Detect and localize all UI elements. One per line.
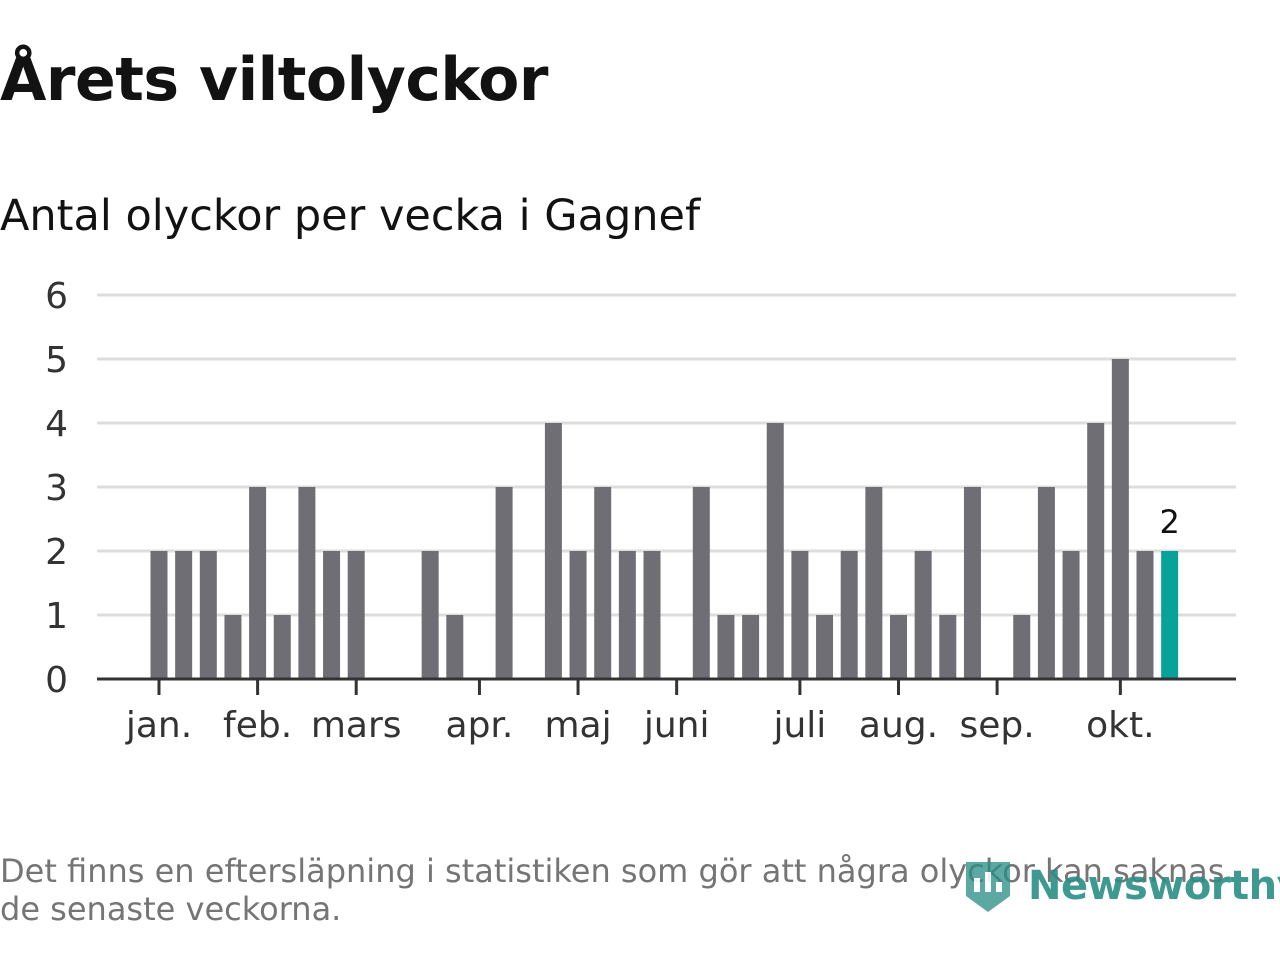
x-tick-label: okt. <box>1086 705 1154 746</box>
bar <box>963 487 981 679</box>
bar <box>1062 551 1080 679</box>
y-tick-label: 0 <box>45 660 68 701</box>
bar <box>224 615 242 679</box>
bar <box>495 487 513 679</box>
bar <box>791 551 809 679</box>
x-tick-label: feb. <box>223 705 292 746</box>
bar <box>249 487 267 679</box>
bar <box>1111 359 1129 679</box>
x-tick-label: jan. <box>125 705 192 746</box>
y-tick-label: 4 <box>45 404 68 445</box>
bar <box>939 615 957 679</box>
bar <box>347 551 365 679</box>
y-tick-label: 6 <box>45 276 68 317</box>
bar <box>298 487 316 679</box>
bar <box>643 551 661 679</box>
bar-highlight <box>1161 551 1179 679</box>
bar <box>840 551 858 679</box>
y-tick-label: 1 <box>45 596 68 637</box>
bar <box>421 551 439 679</box>
bar <box>150 551 168 679</box>
x-tick-label: sep. <box>959 705 1034 746</box>
bar <box>1136 551 1154 679</box>
bar <box>323 551 341 679</box>
page-title: Årets viltolyckor <box>0 45 549 115</box>
bar <box>766 423 784 679</box>
x-tick-label: juni <box>643 705 710 746</box>
bar <box>175 551 193 679</box>
x-tick-label: maj <box>544 705 611 746</box>
bar <box>1087 423 1105 679</box>
x-tick-label: apr. <box>446 705 514 746</box>
data-label: 2 <box>1159 503 1179 541</box>
bar <box>569 551 587 679</box>
bar <box>865 487 883 679</box>
bar <box>618 551 636 679</box>
x-tick-label: juli <box>772 705 826 746</box>
bar <box>816 615 834 679</box>
y-tick-label: 5 <box>45 340 68 381</box>
bar <box>594 487 612 679</box>
chart-subtitle: Antal olyckor per vecka i Gagnef <box>0 191 701 241</box>
bar <box>273 615 291 679</box>
bar <box>1013 615 1031 679</box>
x-tick-label: aug. <box>859 705 938 746</box>
bar <box>692 487 710 679</box>
bar-chart: 0 1 2 3 4 5 6 2 jan. feb. mars apr. maj juni juli aug. s… <box>45 276 1236 746</box>
bar <box>199 551 217 679</box>
newsworthy-logo-icon <box>966 862 1010 912</box>
bar <box>914 551 932 679</box>
y-tick-label: 3 <box>45 468 68 509</box>
y-tick-label: 2 <box>45 532 68 573</box>
footnote: Det finns en eftersläpning i statistiken… <box>0 852 1225 928</box>
bar <box>544 423 562 679</box>
bar <box>717 615 735 679</box>
x-tick-label: mars <box>311 705 402 746</box>
brand-logo: Newsworthy <box>962 856 1280 916</box>
bar <box>446 615 464 679</box>
brand-name: Newsworthy <box>1028 863 1280 909</box>
bar <box>890 615 907 679</box>
bar <box>1037 487 1055 679</box>
bar <box>742 615 760 679</box>
